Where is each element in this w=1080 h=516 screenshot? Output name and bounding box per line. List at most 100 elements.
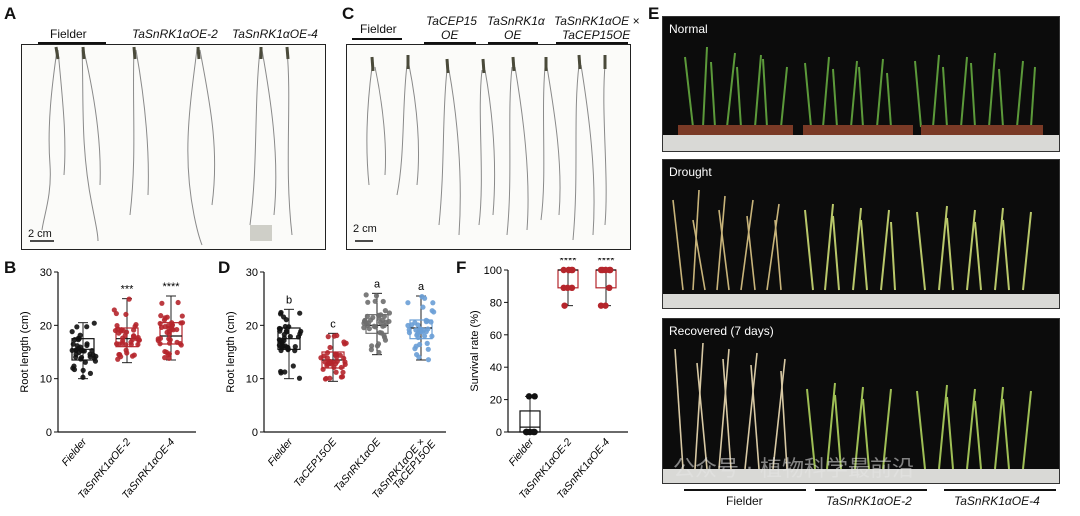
panel-e-condition-recovered: Recovered (7 days): [669, 324, 774, 338]
panel-b-significance-label: ****: [162, 281, 180, 293]
panel-d-data-point: [365, 320, 371, 326]
panel-d-data-point: [363, 292, 369, 298]
panel-c-group-snrk-l1: TaSnRK1α: [487, 14, 545, 28]
panel-b-data-point: [84, 342, 90, 349]
panel-e-normal-plants: [663, 46, 1059, 151]
panel-d-data-point: [406, 330, 413, 336]
panel-a-root-photo: 2 cm: [21, 44, 326, 250]
panel-e-underline-2: [815, 489, 927, 491]
panel-d-data-point: [381, 313, 388, 320]
panel-b-data-point: [91, 320, 97, 326]
panel-f-y-tick-label: 0: [496, 427, 502, 439]
panel-b-data-point: [128, 341, 134, 348]
panel-d-data-point: [338, 364, 344, 371]
panel-d-data-point: [380, 323, 386, 329]
panel-b-data-point: [115, 356, 121, 362]
panel-a-scale-bar: 2 cm: [28, 228, 52, 240]
panel-b-data-point: [113, 310, 119, 317]
panel-d-y-tick-label: 0: [252, 427, 258, 439]
panel-d-y-tick-label: 20: [246, 320, 258, 332]
panel-e-condition-normal: Normal: [669, 22, 708, 36]
panel-b-data-point: [87, 351, 93, 357]
panel-d-data-point: [366, 326, 372, 332]
panel-d-data-point: [340, 369, 346, 375]
panel-b-data-point: [126, 296, 132, 302]
panel-label-b: B: [4, 258, 17, 277]
panel-b-data-point: [74, 324, 80, 330]
panel-d-data-point: [380, 317, 386, 324]
panel-e-drought-photo: Drought: [662, 159, 1060, 309]
panel-b-data-point: [135, 341, 141, 348]
panel-d-data-point: [376, 349, 382, 356]
panel-label-d: D: [218, 258, 231, 277]
panel-b-data-point: [84, 324, 90, 330]
panel-d-data-point: [342, 361, 348, 368]
panel-b-data-point: [129, 336, 136, 343]
panel-f-data-point: [597, 302, 605, 309]
panel-c-group-snrk-l2: OE: [504, 28, 522, 42]
panel-b-data-point: [120, 328, 127, 334]
panel-d-data-point: [326, 358, 332, 365]
panel-d-data-point: [361, 325, 367, 331]
panel-b-data-point: [78, 347, 84, 353]
panel-e-group-oe2: TaSnRK1αOE-2: [826, 494, 912, 508]
panel-b-data-point: [73, 347, 79, 353]
panel-d-data-point: [371, 323, 377, 329]
panel-f-data-point: [568, 284, 576, 292]
panel-d-data-point: [333, 352, 339, 358]
panel-f-data-point: [561, 302, 568, 309]
panel-b-data-point: [69, 329, 75, 335]
panel-d-data-point: [320, 366, 326, 372]
panel-b-data-point: [129, 353, 136, 359]
panel-e-group-fielder: Fielder: [726, 494, 763, 508]
panel-e-underline-3: [944, 489, 1056, 491]
panel-d-data-point: [377, 330, 383, 336]
panel-d-data-point: [296, 375, 303, 381]
panel-f-y-tick-label: 100: [484, 265, 502, 277]
panel-c-underline-4: [556, 42, 628, 44]
panel-b-y-tick-label: 0: [46, 427, 52, 439]
panel-e-group-oe4: TaSnRK1αOE-4: [954, 494, 1040, 508]
panel-f-y-label: Survival rate (%): [469, 310, 481, 391]
panel-d-data-point: [285, 344, 291, 351]
panel-b-data-point: [162, 355, 168, 361]
panel-d-y-tick-label: 30: [246, 267, 258, 279]
panel-c-underline-1: [352, 38, 402, 40]
panel-b-data-point: [166, 340, 173, 346]
panel-f-y-tick-label: 80: [490, 297, 502, 309]
panel-b-data-point: [73, 351, 79, 357]
panel-b-y-label: Root length (cm): [19, 311, 31, 392]
panel-d-data-point: [413, 327, 419, 333]
panel-e-watermark: 公众号 · 植物科学最前沿: [673, 457, 914, 482]
panel-d-data-point: [341, 341, 348, 347]
panel-d-data-point: [322, 359, 328, 365]
panel-b-y-tick-label: 30: [40, 267, 52, 279]
panel-e-normal-photo: Normal: [662, 16, 1060, 152]
panel-d-data-point: [430, 300, 436, 306]
panel-d-significance-label: a: [418, 281, 425, 293]
panel-a-roots-drawing: [30, 46, 293, 246]
panel-b-data-point: [87, 370, 94, 376]
panel-d-data-point: [284, 329, 290, 335]
panel-d-data-point: [419, 294, 425, 300]
panel-d-data-point: [386, 310, 393, 316]
panel-d-data-point: [375, 341, 382, 347]
panel-d-data-point: [413, 343, 419, 349]
panel-c-group-cep15-l1: TaCEP15: [426, 14, 477, 28]
panel-d-data-point: [287, 333, 293, 340]
panel-c-underline-3: [488, 42, 538, 44]
panel-b-data-point: [124, 350, 130, 356]
panel-d-data-point: [431, 309, 437, 315]
panel-f-y-tick-label: 20: [490, 395, 502, 407]
panel-d-data-point: [278, 309, 284, 316]
panel-label-a: A: [4, 4, 17, 23]
panel-d-y-label: Root length (cm): [225, 311, 237, 392]
panel-d-x-tick-label: Fielder: [265, 436, 295, 469]
panel-c-roots-drawing: [355, 54, 607, 242]
panel-d-data-point: [361, 318, 368, 324]
panel-label-c: C: [342, 4, 355, 23]
panel-d-data-point: [370, 314, 376, 321]
panel-f-y-tick-label: 40: [490, 362, 502, 374]
panel-b-data-point: [169, 323, 175, 329]
panel-d-data-point: [290, 363, 296, 369]
